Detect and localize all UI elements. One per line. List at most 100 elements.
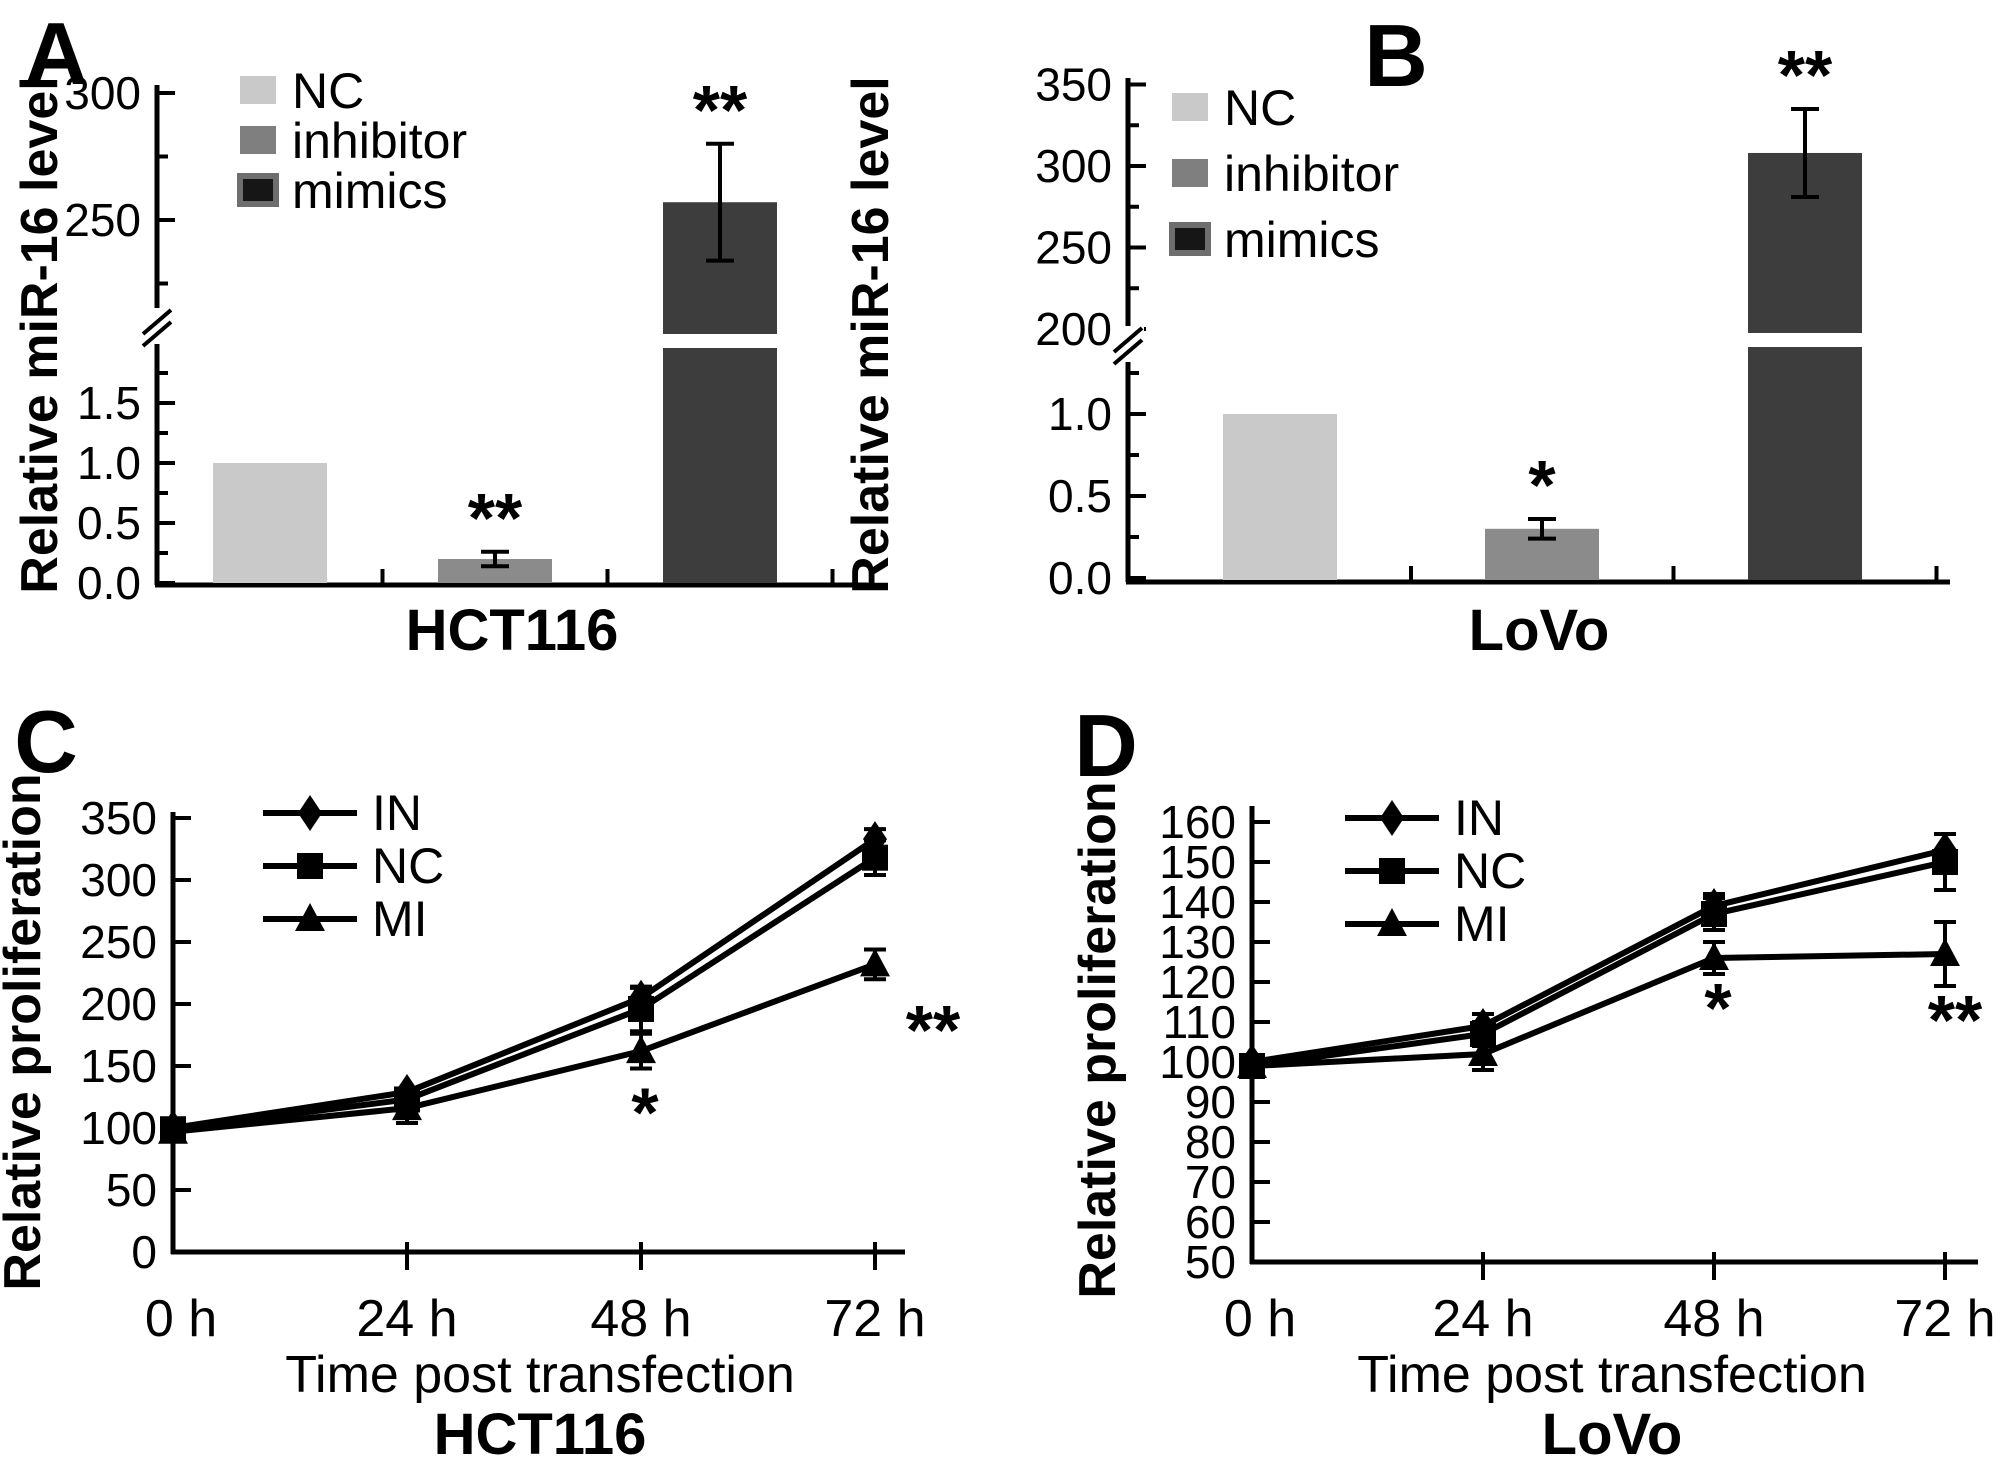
panel-a-y-tick-label: 300	[64, 67, 141, 119]
panel-d-significance: *	[1704, 969, 1732, 1047]
panel-c-legend-label-IN: IN	[372, 785, 422, 841]
panel-d-marker-MI	[1699, 942, 1729, 970]
panel-b-bar-mimics	[1748, 152, 1862, 580]
panel-b-legend-label-NC: NC	[1224, 80, 1296, 136]
panel-a-y-tick-label: 250	[64, 194, 141, 246]
panel-c-marker-MI	[626, 1035, 656, 1064]
panel-d-marker-NC	[1470, 1021, 1496, 1047]
panel-b-y-tick-label: 250	[1035, 222, 1112, 274]
panel-b-letter: B	[1364, 6, 1428, 105]
panel-b-y-tick-label: 300	[1035, 140, 1112, 192]
panel-c-x-tick-label: 0 h	[145, 1290, 217, 1348]
panel-c-x-axis-title: Time post transfection	[285, 1346, 795, 1404]
panel-a-significance-mimics: **	[693, 71, 748, 149]
panel-c-legend-label-MI: MI	[372, 891, 428, 947]
panel-d-legend-label-NC: NC	[1454, 843, 1526, 899]
panel-a-y-tick-label: 1.5	[77, 377, 141, 429]
panel-d-x-tick-label: 0 h	[1224, 1290, 1296, 1348]
panel-c-significance: **	[906, 991, 961, 1069]
panel-d-marker-NC	[1239, 1053, 1265, 1079]
panel-d-y-tick-label: 60	[1185, 1196, 1236, 1248]
panel-c-letter: C	[14, 692, 78, 791]
panel-b-legend-swatch-mimics	[1169, 222, 1211, 256]
panel-a-legend-swatch-inhibitor	[240, 126, 276, 154]
panel-d-legend-marker-IN	[1380, 800, 1404, 836]
panel-d-y-tick-label: 160	[1159, 796, 1236, 848]
panel-b-y-tick-label: 1.0	[1048, 388, 1112, 440]
panel-d-marker-NC	[1701, 901, 1727, 927]
panel-b-significance-mimics: **	[1778, 36, 1833, 114]
panel-a-bar-mimics	[663, 202, 777, 583]
panel-c-x-tick-label: 48 h	[590, 1290, 691, 1348]
panel-a-legend-label-NC: NC	[292, 63, 364, 119]
panel-c-series-line-IN	[172, 836, 877, 1131]
panel-d-cell-line-label: LoVo	[1542, 1402, 1683, 1467]
panel-d-y-tick-label: 150	[1159, 836, 1236, 888]
panel-c-marker-NC	[628, 995, 654, 1022]
panel-c-marker-MI	[860, 948, 890, 977]
panel-c-y-tick-label: 0	[131, 1226, 157, 1278]
panel-a-cell-line-label: HCT116	[406, 598, 619, 663]
panel-d-y-tick-label: 50	[1185, 1236, 1236, 1288]
panel-c-cell-line-label: HCT116	[434, 1402, 647, 1467]
panel-d-marker-MI	[1468, 1038, 1498, 1066]
panel-c-marker-NC	[862, 844, 888, 871]
panel-a-legend-label-mimics: mimics	[292, 163, 448, 219]
panel-d-series-line-NC	[1251, 859, 1946, 1069]
panel-d-x-tick-label: 24 h	[1432, 1290, 1533, 1348]
panel-d-y-tick-label: 90	[1185, 1076, 1236, 1128]
panel-c-y-tick-label: 300	[80, 854, 157, 906]
panel-d-x-axis-title: Time post transfection	[1357, 1346, 1867, 1404]
panel-d-series-line-IN	[1251, 847, 1946, 1065]
panel-d-legend-marker-MI	[1377, 908, 1407, 936]
panel-b-y-tick-label: 350	[1035, 59, 1112, 111]
panel-a-bar-break-gap	[659, 334, 781, 348]
panel-d-legend-marker-NC	[1379, 858, 1405, 884]
panel-a-letter: A	[24, 4, 88, 103]
panel-b-y-tick-label: 200	[1035, 303, 1112, 355]
panel-d-letter: D	[1074, 696, 1138, 795]
panel-c-x-tick-label: 24 h	[356, 1290, 457, 1348]
panel-b-y-tick-label: 0.0	[1048, 552, 1112, 604]
panel-a-axis-break-mark	[141, 320, 173, 348]
panel-a-legend-swatch-NC	[240, 76, 276, 104]
panel-b-cell-line-label: LoVo	[1469, 598, 1610, 663]
panel-a-legend-swatch-mimics	[237, 173, 279, 207]
panel-b-y-axis-title: Relative miR-16 level	[842, 76, 900, 593]
panel-d-y-tick-label: 80	[1185, 1116, 1236, 1168]
panel-a-y-tick-label: 0.5	[77, 497, 141, 549]
panel-c-y-tick-label: 150	[80, 1040, 157, 1092]
panel-c-legend-marker-IN	[298, 795, 322, 831]
panel-b-legend-swatch-inhibitor	[1172, 159, 1208, 187]
panel-b-legend-label-inhibitor: inhibitor	[1224, 146, 1399, 202]
panel-b-y-tick-label: 0.5	[1048, 470, 1112, 522]
panel-c-legend-label-NC: NC	[372, 838, 444, 894]
panel-d-y-tick-label: 110	[1163, 996, 1236, 1048]
panel-d-marker-NC	[1932, 849, 1958, 875]
panel-d-significance: **	[1928, 981, 1983, 1059]
panel-d-y-tick-label: 130	[1159, 916, 1236, 968]
panel-b-significance-inhibitor: *	[1528, 446, 1556, 524]
panel-c-y-tick-label: 100	[80, 1102, 157, 1154]
panel-b-axis-break-mark	[1112, 326, 1144, 354]
panel-a-significance-inhibitor: **	[468, 479, 523, 557]
panel-d-series-line-MI	[1251, 951, 1946, 1069]
panel-b-bar-NC	[1223, 414, 1337, 580]
panel-c-y-axis-title: Relative proliferation	[0, 773, 52, 1290]
panel-b-axis-break-mark	[1112, 338, 1144, 366]
panel-c-y-tick-label: 250	[80, 916, 157, 968]
panel-b-bar-break-gap	[1744, 333, 1866, 347]
panel-d-legend-label-IN: IN	[1454, 790, 1504, 846]
panel-a-bar-NC	[213, 463, 327, 583]
panel-a-y-tick-label: 1.0	[77, 437, 141, 489]
panel-c-x-tick-label: 72 h	[824, 1290, 925, 1348]
panel-c-series-line-MI	[172, 961, 877, 1135]
panel-d-y-tick-label: 100	[1159, 1036, 1236, 1088]
panel-a-axis-break-mark	[141, 308, 173, 336]
panel-d-y-tick-label: 70	[1185, 1156, 1236, 1208]
panel-d-marker-MI	[1930, 938, 1960, 966]
panel-b-legend-swatch-NC	[1172, 93, 1208, 121]
panel-c-marker-NC	[394, 1086, 420, 1113]
